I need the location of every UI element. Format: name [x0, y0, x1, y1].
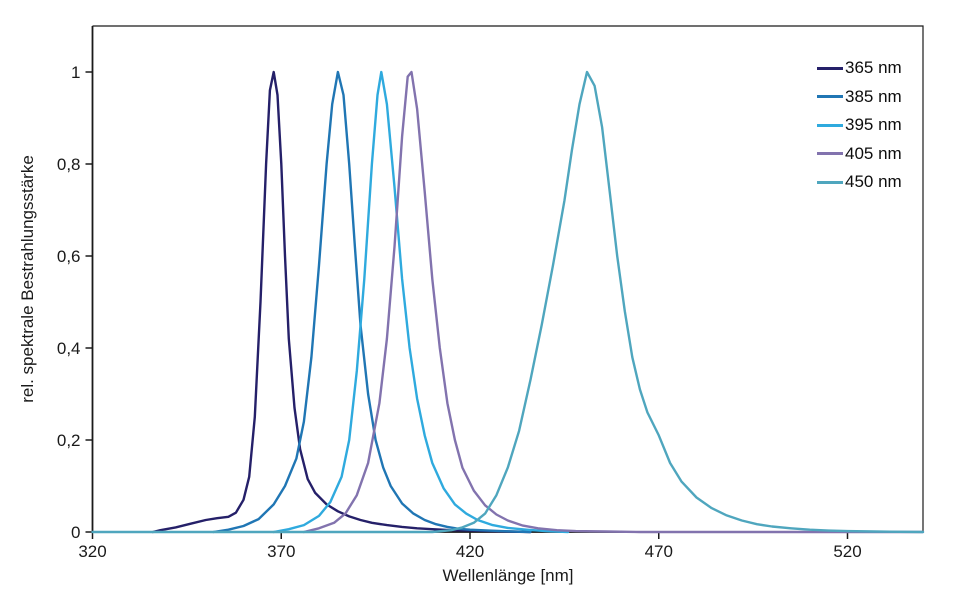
legend-line-swatch [817, 95, 843, 99]
x-tick-label: 420 [456, 542, 484, 561]
x-tick-label: 320 [78, 542, 106, 561]
legend-line-swatch [817, 152, 843, 156]
legend-item: 365 nm [817, 54, 902, 83]
spectrum-curve-405-nm [302, 70, 925, 534]
legend-label: 450 nm [845, 172, 902, 192]
legend-label: 405 nm [845, 143, 902, 163]
legend-line-swatch [817, 123, 843, 127]
y-tick-label: 0,6 [57, 247, 81, 266]
plot-frame [92, 25, 924, 532]
legend-label: 385 nm [845, 86, 902, 106]
y-tick-label: 0,2 [57, 431, 81, 450]
spectrum-curve-365-nm [151, 70, 532, 534]
legend-item: 385 nm [817, 83, 902, 112]
spectrum-curve-450-nm [91, 70, 925, 534]
axis-lines [91, 26, 923, 533]
x-tick-label: 520 [833, 542, 861, 561]
y-tick-label: 0 [71, 523, 80, 542]
y-axis-title: rel. spektrale Bestrahlungsstärke [18, 155, 37, 403]
legend-line-swatch [817, 66, 843, 70]
legend-item: 405 nm [817, 140, 902, 169]
spectrum-curve-395-nm [272, 70, 570, 534]
y-tick-label: 1 [71, 63, 80, 82]
y-tick-label: 0,4 [57, 339, 81, 358]
x-tick-label: 470 [645, 542, 673, 561]
legend-item: 450 nm [817, 168, 902, 197]
x-tick-label: 370 [267, 542, 295, 561]
x-axis-title: Wellenlänge [nm] [442, 566, 574, 585]
legend-label: 395 nm [845, 115, 902, 135]
spectrum-curve-385-nm [212, 70, 532, 534]
legend-line-swatch [817, 180, 843, 184]
legend: 365 nm 385 nm 395 nm 405 nm 450 nm [817, 54, 902, 197]
legend-label: 365 nm [845, 58, 902, 78]
legend-item: 395 nm [817, 111, 902, 140]
y-tick-label: 0,8 [57, 155, 81, 174]
